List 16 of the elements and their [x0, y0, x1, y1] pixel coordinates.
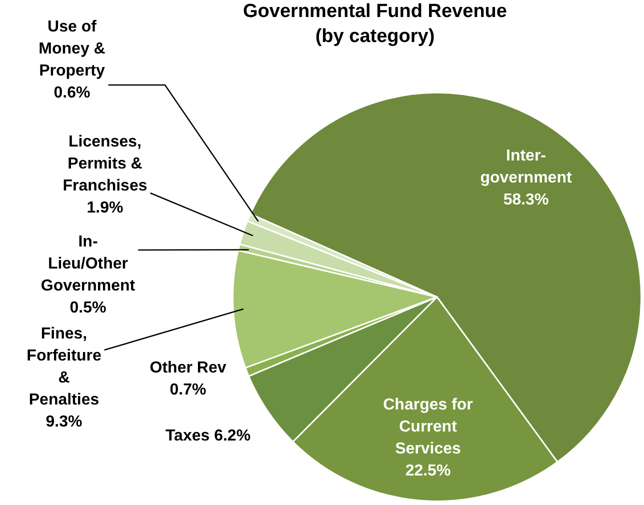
slice-label: In-Lieu/Other Government — [40, 233, 136, 294]
slice-label: Charges for Current Services — [383, 396, 473, 458]
data-label: 0.5% — [70, 299, 106, 316]
data-label: 22.5% — [405, 462, 451, 480]
data-label: 0.6% — [54, 84, 90, 102]
data-label: 0.7% — [170, 381, 206, 398]
slice-label: Licenses, Permits & Franchises — [62, 133, 148, 194]
slice-label: Fines, Forfeiture & Penalties — [26, 325, 102, 408]
data-label: 9.3% — [46, 413, 82, 430]
data-label: 1.9% — [86, 199, 124, 216]
slice-label: Other Rev — [150, 359, 226, 376]
slice-label: Inter-government — [480, 147, 572, 186]
chart-title: Governmental Fund Revenue (by category) — [243, 1, 507, 48]
slice-label: Use of Money & Property — [38, 18, 106, 80]
slice-label: Taxes 6.2% — [165, 427, 251, 444]
data-label: 58.3% — [503, 191, 549, 208]
